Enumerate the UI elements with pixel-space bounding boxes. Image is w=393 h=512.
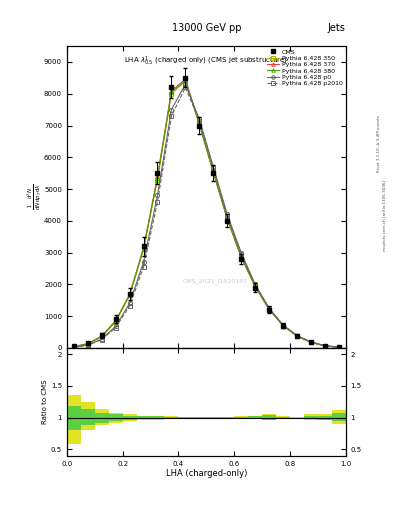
- Text: LHA $\lambda^{1}_{0.5}$ (charged only) (CMS jet substructure): LHA $\lambda^{1}_{0.5}$ (charged only) (…: [124, 55, 288, 69]
- Text: CMS_2021_I1920187: CMS_2021_I1920187: [182, 279, 247, 284]
- Text: Rivet 3.1.10, ≥ 3.4M events: Rivet 3.1.10, ≥ 3.4M events: [377, 115, 381, 172]
- Text: mcplots.cern.ch [arXiv:1306.3436]: mcplots.cern.ch [arXiv:1306.3436]: [383, 180, 387, 250]
- X-axis label: LHA (charged-only): LHA (charged-only): [165, 470, 247, 478]
- Y-axis label: Ratio to CMS: Ratio to CMS: [42, 379, 48, 424]
- Legend: CMS, Pythia 6.428 350, Pythia 6.428 370, Pythia 6.428 380, Pythia 6.428 p0, Pyth: CMS, Pythia 6.428 350, Pythia 6.428 370,…: [266, 48, 344, 88]
- Text: 13000 GeV pp: 13000 GeV pp: [172, 23, 241, 33]
- Text: Jets: Jets: [328, 23, 346, 33]
- Y-axis label: $\frac{1}{\mathrm{d}N}\frac{\mathrm{d}^2N}{\mathrm{d}p_T\,\mathrm{d}\lambda}$: $\frac{1}{\mathrm{d}N}\frac{\mathrm{d}^2…: [25, 183, 42, 210]
